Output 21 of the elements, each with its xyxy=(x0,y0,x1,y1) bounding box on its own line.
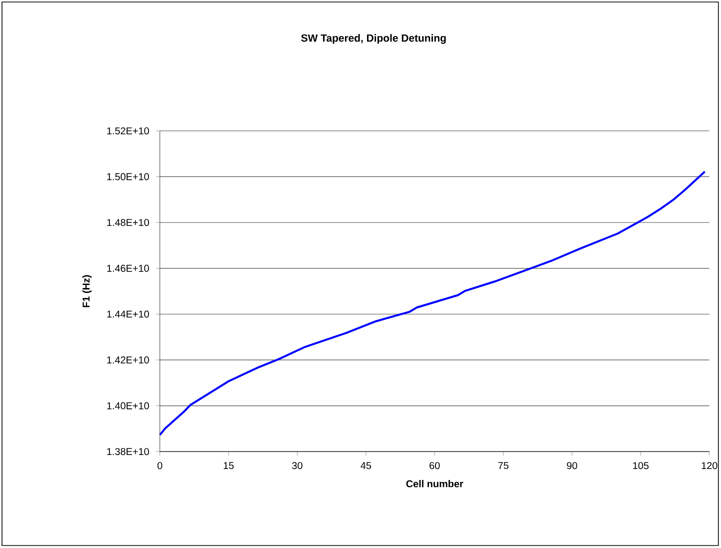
x-tick-label: 15 xyxy=(224,462,234,470)
x-tick-label: 0 xyxy=(157,462,162,470)
y-tick-label: 1.52E+10 xyxy=(107,128,149,135)
y-tick-label: 1.48E+10 xyxy=(107,219,149,226)
x-tick-label: 120 xyxy=(702,462,718,470)
x-tick-label: 30 xyxy=(292,462,302,470)
y-tick-label: 1.42E+10 xyxy=(107,356,149,364)
x-tick-label: 60 xyxy=(430,462,440,470)
x-axis-title: Cell number xyxy=(406,480,464,488)
y-tick-label: 1.40E+10 xyxy=(107,402,149,410)
y-tick-label: 1.38E+10 xyxy=(107,448,149,456)
y-tick-label: 1.46E+10 xyxy=(107,265,149,272)
x-tick-label: 45 xyxy=(360,462,372,470)
y-tick-label: 1.44E+10 xyxy=(107,310,149,318)
x-tick-label: 75 xyxy=(498,462,508,470)
chart-title: SW Tapered, Dipole Detuning xyxy=(301,34,446,44)
x-tick-label: 90 xyxy=(566,462,578,470)
line-series xyxy=(158,170,706,436)
y-axis-title: F1 (Hz) xyxy=(82,275,92,308)
y-tick-label: 1.50E+10 xyxy=(107,173,149,180)
x-tick-label: 105 xyxy=(633,462,649,470)
